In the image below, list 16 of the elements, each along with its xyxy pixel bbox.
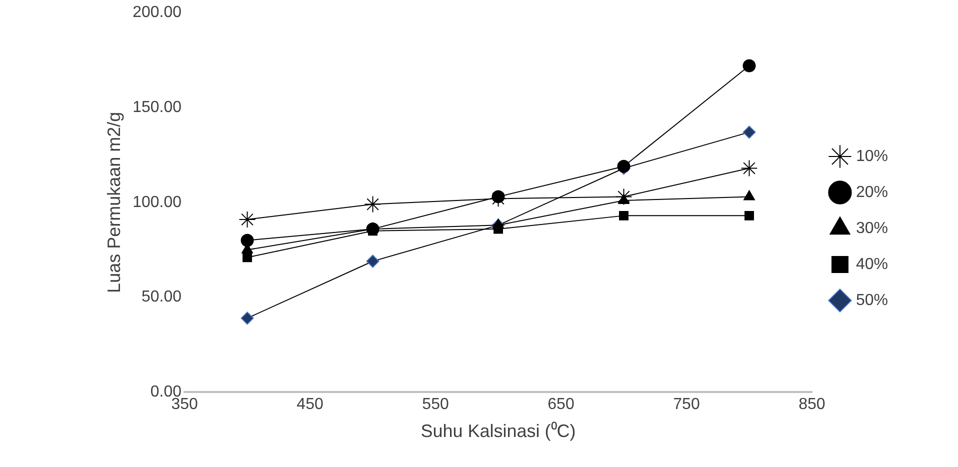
x-tick-label: 450 — [296, 396, 324, 414]
x-axis-title: Suhu Kalsinasi (⁰C) — [420, 421, 576, 442]
y-tick-label: 150.00 — [132, 98, 182, 116]
legend-label: 10% — [856, 148, 888, 165]
x-tick-label: 750 — [673, 396, 700, 414]
x-tick-label: 550 — [422, 396, 449, 414]
legend-label: 30% — [856, 220, 888, 237]
y-axis-title: Luas Permukaan m2/g — [104, 112, 124, 293]
x-tick-label: 650 — [548, 396, 574, 414]
y-tick-label: 200.00 — [132, 4, 182, 22]
legend-label: 20% — [856, 184, 888, 201]
x-tick-label: 850 — [798, 396, 826, 414]
legend-label: 40% — [856, 256, 888, 273]
legend-label: 50% — [856, 292, 888, 309]
y-tick-label: 100.00 — [132, 194, 182, 211]
y-tick-label: 50.00 — [141, 288, 182, 306]
